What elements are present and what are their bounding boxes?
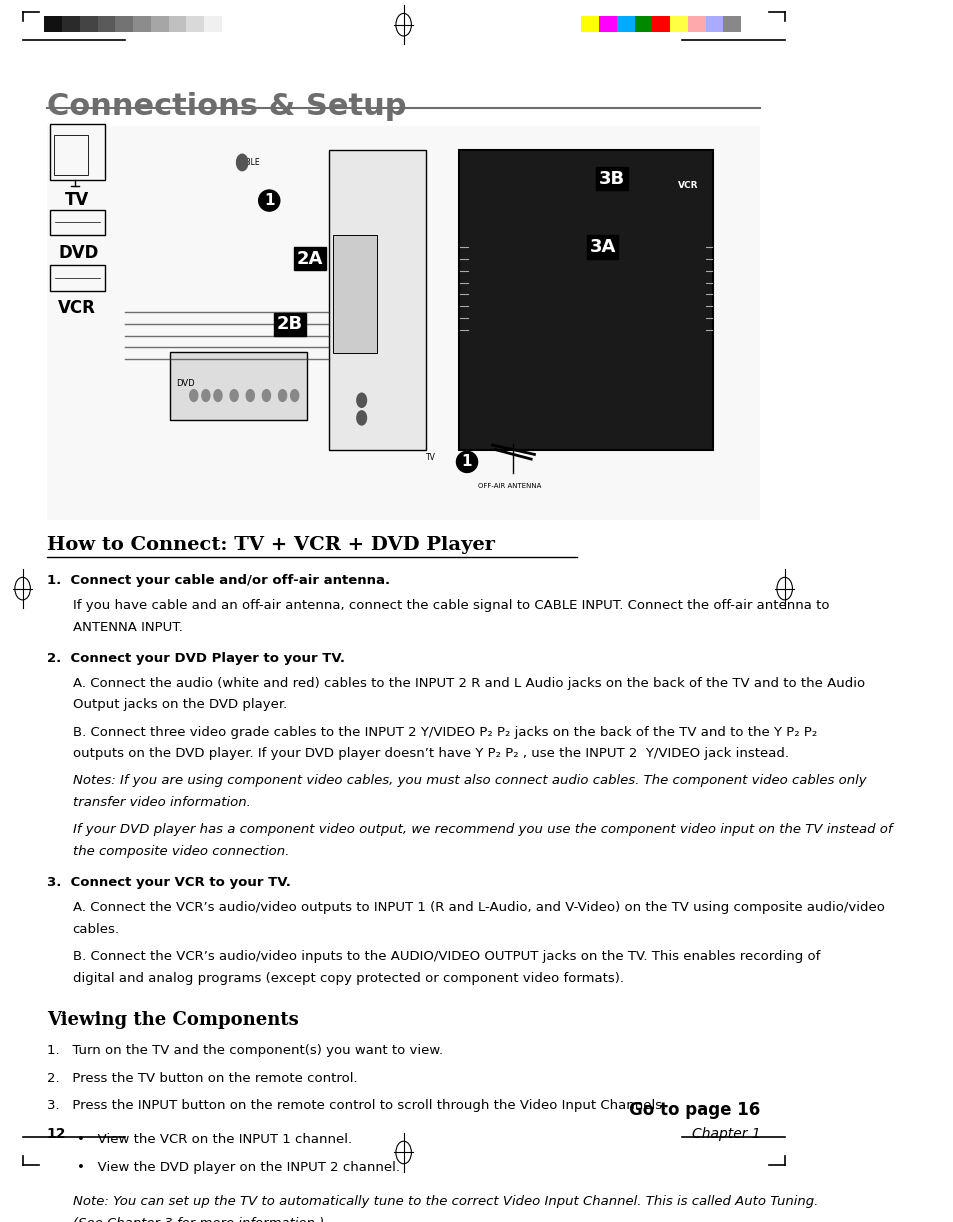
Circle shape bbox=[356, 411, 366, 425]
Circle shape bbox=[230, 390, 238, 402]
Bar bbox=[458, 149, 712, 450]
Bar bbox=[151, 16, 169, 32]
Circle shape bbox=[246, 390, 254, 402]
Text: 1.   Turn on the TV and the component(s) you want to view.: 1. Turn on the TV and the component(s) y… bbox=[47, 1045, 442, 1057]
Bar bbox=[669, 16, 687, 32]
Text: ANTENNA INPUT.: ANTENNA INPUT. bbox=[72, 621, 182, 634]
Text: Go to page 16: Go to page 16 bbox=[629, 1101, 760, 1118]
Bar bbox=[50, 265, 105, 291]
Text: 2.  Connect your DVD Player to your TV.: 2. Connect your DVD Player to your TV. bbox=[47, 651, 344, 665]
Bar bbox=[80, 16, 97, 32]
Circle shape bbox=[213, 390, 222, 402]
Bar bbox=[705, 16, 722, 32]
Text: If your DVD player has a component video output, we recommend you use the compon: If your DVD player has a component video… bbox=[72, 824, 891, 836]
Bar bbox=[722, 16, 740, 32]
Text: cables.: cables. bbox=[72, 923, 119, 936]
Bar bbox=[47, 126, 760, 521]
Circle shape bbox=[356, 393, 366, 407]
Bar bbox=[115, 16, 133, 32]
Text: 3.  Connect your VCR to your TV.: 3. Connect your VCR to your TV. bbox=[47, 876, 291, 890]
Text: OFF-AIR ANTENNA: OFF-AIR ANTENNA bbox=[477, 483, 540, 489]
Text: A. Connect the VCR’s audio/video outputs to INPUT 1 (R and L-Audio, and V-Video): A. Connect the VCR’s audio/video outputs… bbox=[72, 901, 883, 914]
Text: •   View the DVD player on the INPUT 2 channel.: • View the DVD player on the INPUT 2 cha… bbox=[76, 1161, 399, 1173]
Circle shape bbox=[278, 390, 286, 402]
Text: Connections & Setup: Connections & Setup bbox=[47, 92, 406, 121]
Bar bbox=[170, 352, 307, 420]
Text: 1: 1 bbox=[461, 455, 472, 469]
Text: 2.   Press the TV button on the remote control.: 2. Press the TV button on the remote con… bbox=[47, 1072, 357, 1085]
Text: Chapter 1: Chapter 1 bbox=[691, 1127, 760, 1140]
Circle shape bbox=[190, 390, 197, 402]
Bar bbox=[97, 16, 115, 32]
Text: 2A: 2A bbox=[296, 249, 323, 268]
Circle shape bbox=[291, 390, 298, 402]
Text: CABLE: CABLE bbox=[235, 158, 260, 166]
Text: 2B: 2B bbox=[276, 315, 303, 334]
Bar bbox=[617, 16, 634, 32]
Text: 3B: 3B bbox=[598, 170, 624, 187]
Circle shape bbox=[236, 154, 248, 171]
Bar bbox=[186, 16, 204, 32]
Bar bbox=[329, 149, 426, 450]
Bar bbox=[50, 123, 105, 180]
Text: the composite video connection.: the composite video connection. bbox=[72, 846, 289, 858]
Bar bbox=[598, 16, 617, 32]
Bar bbox=[333, 236, 376, 353]
Bar bbox=[634, 16, 652, 32]
Text: B. Connect the VCR’s audio/video inputs to the AUDIO/VIDEO OUTPUT jacks on the T: B. Connect the VCR’s audio/video inputs … bbox=[72, 949, 820, 963]
Bar bbox=[62, 16, 80, 32]
Text: •   View the VCR on the INPUT 1 channel.: • View the VCR on the INPUT 1 channel. bbox=[76, 1134, 352, 1146]
Text: If you have cable and an off-air antenna, connect the cable signal to CABLE INPU: If you have cable and an off-air antenna… bbox=[72, 599, 828, 612]
Text: outputs on the DVD player. If your DVD player doesn’t have Y P₂ P₂ , use the INP: outputs on the DVD player. If your DVD p… bbox=[72, 748, 788, 760]
Text: DVD: DVD bbox=[58, 243, 98, 262]
Bar bbox=[652, 16, 669, 32]
Bar bbox=[169, 16, 186, 32]
Text: Note: You can set up the TV to automatically tune to the correct Video Input Cha: Note: You can set up the TV to automatic… bbox=[72, 1195, 817, 1209]
Text: 1: 1 bbox=[264, 193, 274, 208]
Text: 3.   Press the INPUT button on the remote control to scroll through the Video In: 3. Press the INPUT button on the remote … bbox=[47, 1099, 665, 1112]
Text: DVD: DVD bbox=[175, 379, 194, 389]
Text: VCR: VCR bbox=[58, 299, 96, 316]
Bar bbox=[687, 16, 705, 32]
Bar bbox=[54, 136, 88, 176]
Text: transfer video information.: transfer video information. bbox=[72, 797, 251, 809]
Text: TV: TV bbox=[426, 453, 436, 462]
Text: VCR: VCR bbox=[678, 181, 698, 191]
Text: 1.  Connect your cable and/or off-air antenna.: 1. Connect your cable and/or off-air ant… bbox=[47, 574, 390, 588]
Text: 3A: 3A bbox=[589, 238, 615, 255]
Text: Notes: If you are using component video cables, you must also connect audio cabl: Notes: If you are using component video … bbox=[72, 775, 865, 787]
Bar bbox=[580, 16, 598, 32]
Text: (See Chapter 3 for more information.): (See Chapter 3 for more information.) bbox=[72, 1217, 324, 1222]
Text: Viewing the Components: Viewing the Components bbox=[47, 1011, 298, 1029]
Bar bbox=[50, 209, 105, 236]
Bar bbox=[204, 16, 222, 32]
Bar bbox=[45, 16, 62, 32]
Text: A. Connect the audio (white and red) cables to the INPUT 2 R and L Audio jacks o: A. Connect the audio (white and red) cab… bbox=[72, 677, 863, 689]
Text: 12: 12 bbox=[47, 1127, 67, 1140]
Circle shape bbox=[262, 390, 270, 402]
Text: digital and analog programs (except copy protected or component video formats).: digital and analog programs (except copy… bbox=[72, 971, 623, 985]
Bar bbox=[133, 16, 151, 32]
Text: How to Connect: TV + VCR + DVD Player: How to Connect: TV + VCR + DVD Player bbox=[47, 535, 495, 554]
Text: TV: TV bbox=[65, 191, 89, 209]
Text: Output jacks on the DVD player.: Output jacks on the DVD player. bbox=[72, 698, 287, 711]
Circle shape bbox=[202, 390, 210, 402]
Text: B. Connect three video grade cables to the INPUT 2 Y/VIDEO P₂ P₂ jacks on the ba: B. Connect three video grade cables to t… bbox=[72, 726, 816, 738]
